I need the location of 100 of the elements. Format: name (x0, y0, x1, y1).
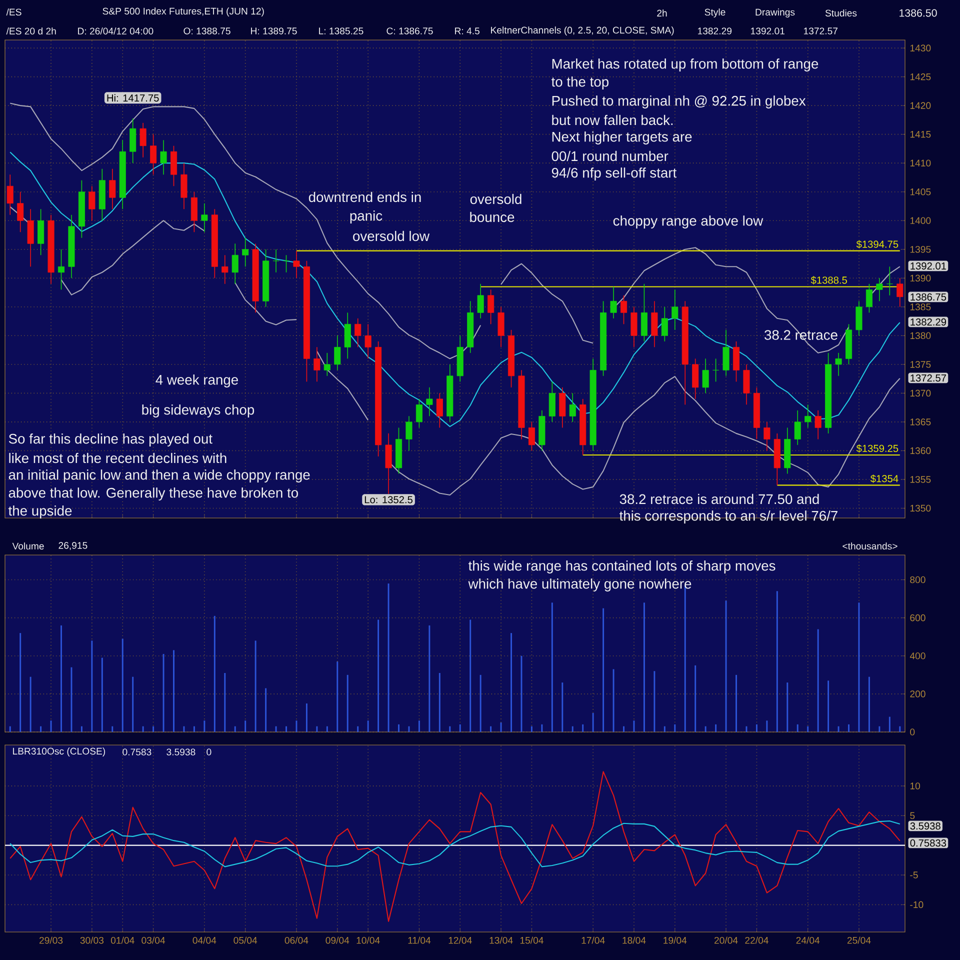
y-tick-label: 1370 (910, 390, 931, 397)
candlestick (150, 134, 157, 175)
x-tick-label: 22/04 (745, 936, 768, 944)
candlestick (130, 118, 136, 164)
candlestick (354, 318, 362, 348)
text: /ES 20 d 2h (6, 27, 56, 35)
x-tick-label: 24/04 (796, 936, 820, 944)
y-tick-label: 1415 (910, 130, 931, 138)
x-tick-label: 29/03 (39, 936, 63, 944)
x-tick-label: 11/04 (408, 936, 431, 944)
text: 1386.75 (910, 293, 946, 301)
candlestick (528, 422, 535, 452)
text: 1382.29 (698, 28, 732, 34)
x-tick-label: 13/04 (490, 936, 513, 944)
annotation: 38.2 retrace is around 77.50 and (620, 494, 819, 504)
text: L: 1385.25 (319, 28, 364, 34)
candlestick (610, 286, 617, 319)
x-tick-label: 05/04 (234, 936, 258, 944)
annotation: panic (350, 210, 382, 224)
y-tick-label: 1390 (910, 274, 931, 282)
y-tick-label: 5 (910, 812, 915, 819)
candlestick (222, 254, 228, 284)
candlestick (692, 358, 699, 400)
annotation: choppy range above low (613, 216, 764, 228)
x-tick-label: 19/04 (664, 936, 687, 944)
y-tick-label: 400 (910, 652, 926, 660)
text: 1372.57 (910, 374, 946, 382)
candlestick (702, 358, 709, 394)
candlestick (6, 174, 14, 216)
candlestick (109, 168, 116, 210)
annotation: $1388.5 (810, 276, 847, 284)
annotation: big sideways chop (142, 404, 254, 418)
y-tick-label: 1430 (910, 44, 931, 52)
candlestick (232, 243, 238, 284)
y-tick-label: 1365 (910, 418, 931, 426)
x-tick-label: 06/04 (284, 936, 308, 944)
candlestick (324, 352, 330, 376)
text: D: 26/04/12 04:00 (78, 27, 154, 35)
candlestick (651, 300, 658, 348)
annotation: oversold low (353, 230, 430, 242)
y-tick-label: -5 (910, 872, 918, 878)
candlestick (620, 294, 628, 325)
candlestick (630, 306, 638, 348)
candlestick (856, 300, 862, 336)
candlestick (548, 381, 556, 422)
x-tick-label: 10/04 (356, 936, 380, 944)
y-tick-label: 1385 (910, 304, 931, 310)
annotation: $1394.75 (856, 240, 898, 248)
candlestick (364, 324, 372, 360)
annotation: 0.7583 (122, 748, 152, 756)
candlestick (794, 410, 801, 446)
x-tick-label: 09/04 (326, 936, 350, 944)
annotation: Hi: 1417.75 (107, 94, 159, 102)
y-tick-label: 200 (910, 690, 926, 698)
text: Studies (825, 9, 857, 16)
candlestick (743, 364, 750, 406)
candlestick (804, 404, 812, 428)
annotation: Pushed to marginal nh @ 92.25 in globex (552, 96, 806, 108)
annotation: this corresponds to an s/r level 76/7 (619, 510, 838, 524)
y-tick-label: 1375 (910, 361, 931, 368)
y-tick-label: 1380 (910, 332, 931, 340)
text: 1392.01 (751, 28, 785, 34)
line-series (10, 820, 900, 868)
candlestick (190, 191, 198, 233)
candlestick (38, 208, 44, 256)
candlestick (385, 433, 392, 494)
candlestick (170, 145, 178, 186)
candlestick (866, 283, 872, 314)
text: 26,915 (58, 542, 88, 550)
candlestick (58, 248, 65, 290)
candlestick (896, 278, 904, 308)
candlestick (180, 162, 188, 210)
candlestick (416, 398, 422, 428)
x-tick-label: 18/04 (622, 936, 646, 944)
y-tick-label: 1405 (910, 188, 931, 196)
x-tick-label: 15/04 (520, 936, 544, 944)
x-tick-label: 20/04 (714, 936, 738, 944)
annotation: above that low. Generally these have broken to (8, 488, 298, 500)
candlestick (426, 387, 433, 417)
x-tick-label: 03/04 (142, 936, 166, 944)
candlestick (672, 289, 678, 330)
text: 1382.29 (910, 318, 946, 326)
candlestick (477, 283, 484, 319)
annotation: 94/6 nfp sell-off start (552, 168, 677, 180)
text: Volume (12, 542, 44, 550)
text: Style (704, 8, 726, 18)
candlestick (27, 208, 34, 268)
candlestick (886, 266, 893, 296)
candlestick (314, 346, 320, 382)
annotation: Market has rotated up from bottom of range (552, 58, 818, 72)
annotation: the upside (8, 506, 72, 518)
candlestick (712, 358, 720, 382)
text: KeltnerChannels (0, 2.5, 20, CLOSE, SMA) (491, 26, 674, 36)
y-tick-label: 600 (910, 614, 926, 622)
candlestick (160, 140, 167, 175)
text: H: 1389.75 (251, 28, 297, 34)
annotation: oversold (470, 194, 522, 204)
y-tick-label: 1400 (910, 217, 931, 224)
annotation: but now fallen back. (552, 114, 673, 126)
y-tick-label: 0 (910, 728, 915, 736)
